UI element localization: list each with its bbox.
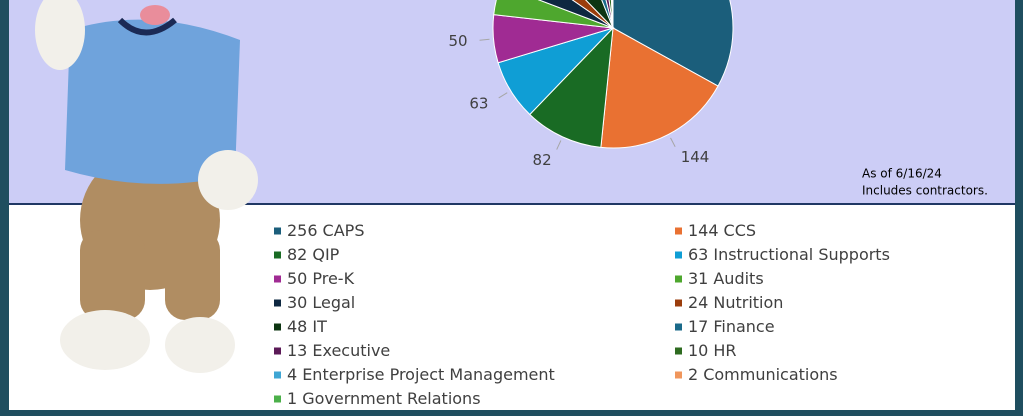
legend-swatch bbox=[274, 300, 281, 307]
legend-value: 144 bbox=[688, 221, 719, 240]
page: 256 144 82 63 50 31 30 24 48 17 13 10 4 2 1 As of 6/16… bbox=[0, 0, 1023, 416]
data-label: 144 bbox=[681, 148, 710, 166]
legend-value: 1 bbox=[287, 389, 297, 408]
legend-label: Enterprise Project Management bbox=[302, 365, 555, 384]
legend-value: 256 bbox=[287, 221, 318, 240]
legend-entry: 1 Government Relations bbox=[287, 389, 481, 408]
legend-label: CAPS bbox=[323, 221, 365, 240]
legend-label: Nutrition bbox=[713, 293, 783, 312]
legend-label: Pre-K bbox=[312, 269, 354, 288]
legend-label: IT bbox=[312, 317, 327, 336]
legend-swatch bbox=[274, 396, 281, 403]
legend-entry: 31 Audits bbox=[688, 269, 764, 288]
legend-label: Communications bbox=[703, 365, 837, 384]
legend-label: HR bbox=[713, 341, 736, 360]
legend-entry: 24 Nutrition bbox=[688, 293, 783, 312]
legend-swatch bbox=[675, 228, 682, 235]
legend-entry: 2 Communications bbox=[688, 365, 838, 384]
legend-value: 13 bbox=[287, 341, 307, 360]
annotation: As of 6/16/24 bbox=[862, 167, 942, 181]
legend-entry: 48 IT bbox=[287, 317, 327, 336]
legend-swatch bbox=[675, 252, 682, 259]
legend-swatch bbox=[675, 276, 682, 283]
legend-entry: 82 QIP bbox=[287, 245, 340, 264]
legend-swatch bbox=[675, 300, 682, 307]
legend-swatch bbox=[274, 372, 281, 379]
legend-value: 2 bbox=[688, 365, 698, 384]
data-label: 31 bbox=[452, 0, 471, 2]
legend-value: 10 bbox=[688, 341, 708, 360]
legend-swatch bbox=[274, 276, 281, 283]
slide: 256 144 82 63 50 31 30 24 48 17 13 10 4 2 1 As of 6/16… bbox=[0, 0, 1023, 416]
legend-entry: 50 Pre-K bbox=[287, 269, 355, 288]
legend-entry: 4 Enterprise Project Management bbox=[287, 365, 555, 384]
legend-value: 82 bbox=[287, 245, 307, 264]
legend-label: Audits bbox=[713, 269, 763, 288]
legend-label: Legal bbox=[312, 293, 355, 312]
legend-label: Finance bbox=[713, 317, 774, 336]
legend-value: 17 bbox=[688, 317, 708, 336]
data-label: 63 bbox=[469, 95, 488, 113]
legend-label: CCS bbox=[724, 221, 757, 240]
legend-entry: 256 CAPS bbox=[287, 221, 364, 240]
legend-entry: 13 Executive bbox=[287, 341, 390, 360]
legend-value: 48 bbox=[287, 317, 307, 336]
legend-label: Government Relations bbox=[302, 389, 480, 408]
legend-swatch bbox=[675, 348, 682, 355]
legend-value: 50 bbox=[287, 269, 307, 288]
legend-swatch bbox=[675, 372, 682, 379]
legend-swatch bbox=[274, 324, 281, 331]
legend-value: 30 bbox=[287, 293, 307, 312]
legend-swatch bbox=[274, 228, 281, 235]
legend-swatch bbox=[274, 348, 281, 355]
annotation: Includes contractors. bbox=[862, 184, 988, 198]
legend-entry: 30 Legal bbox=[287, 293, 355, 312]
legend-value: 4 bbox=[287, 365, 297, 384]
legend-label: Instructional Supports bbox=[713, 245, 890, 264]
legend-value: 24 bbox=[688, 293, 708, 312]
legend-entry: 17 Finance bbox=[688, 317, 775, 336]
legend-swatch bbox=[274, 252, 281, 259]
legend-value: 31 bbox=[688, 269, 708, 288]
legend-swatch bbox=[675, 324, 682, 331]
legend-value: 63 bbox=[688, 245, 708, 264]
legend-label: Executive bbox=[312, 341, 390, 360]
legend-entry: 63 Instructional Supports bbox=[688, 245, 890, 264]
data-label: 82 bbox=[533, 151, 552, 169]
data-label: 50 bbox=[449, 32, 468, 50]
legend-label: QIP bbox=[312, 245, 339, 264]
